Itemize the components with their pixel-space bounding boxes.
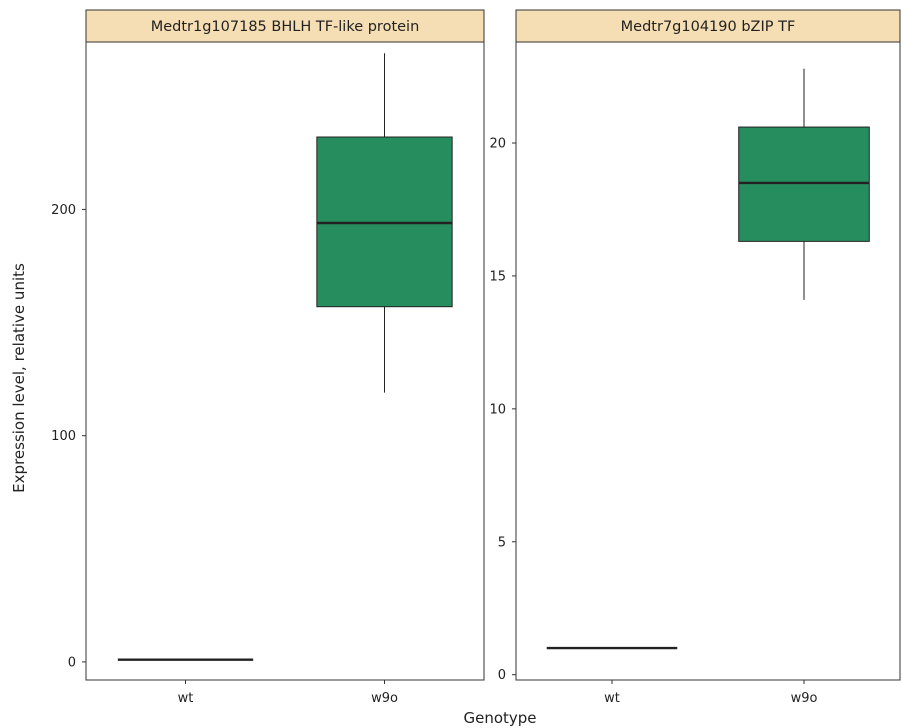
x-axis-title: Genotype bbox=[463, 709, 536, 727]
box-w9o bbox=[316, 53, 453, 393]
panel-border bbox=[85, 41, 485, 681]
facet-panels: Medtr1g107185 BHLH TF-like protein010020… bbox=[51, 9, 901, 706]
x-tick-label: wt bbox=[178, 691, 194, 706]
y-tick-label: 20 bbox=[489, 137, 506, 152]
facet-strip bbox=[85, 9, 485, 43]
x-tick-label: wt bbox=[604, 691, 620, 706]
box-w9o bbox=[738, 68, 870, 300]
facet-panel-1: Medtr1g107185 BHLH TF-like protein 0 100 20… bbox=[51, 9, 485, 706]
y-tick-label: 5 bbox=[498, 535, 506, 550]
panel-border bbox=[515, 41, 901, 681]
y-tick-label: 200 bbox=[51, 203, 76, 218]
facet-strip bbox=[515, 9, 901, 43]
y-tick-label: 100 bbox=[51, 429, 76, 444]
x-tick-label: w9o bbox=[371, 691, 398, 706]
y-tick-label: 0 bbox=[498, 668, 506, 683]
y-axis-title: Expression level, relative units bbox=[10, 263, 28, 493]
y-tick-label: 15 bbox=[489, 269, 506, 284]
x-tick-label: w9o bbox=[791, 691, 818, 706]
box-iqr bbox=[738, 126, 870, 242]
y-tick-label: 0 bbox=[68, 655, 76, 670]
facet-panel-2: Medtr7g104190 bZIP TF 0 5 10 15 20 wt w9o bbox=[489, 9, 901, 706]
facet-strip-title: Medtr1g107185 BHLH TF-like protein bbox=[151, 19, 420, 35]
y-tick-label: 10 bbox=[489, 402, 506, 417]
facet-strip-title: Medtr7g104190 bZIP TF bbox=[621, 19, 796, 35]
